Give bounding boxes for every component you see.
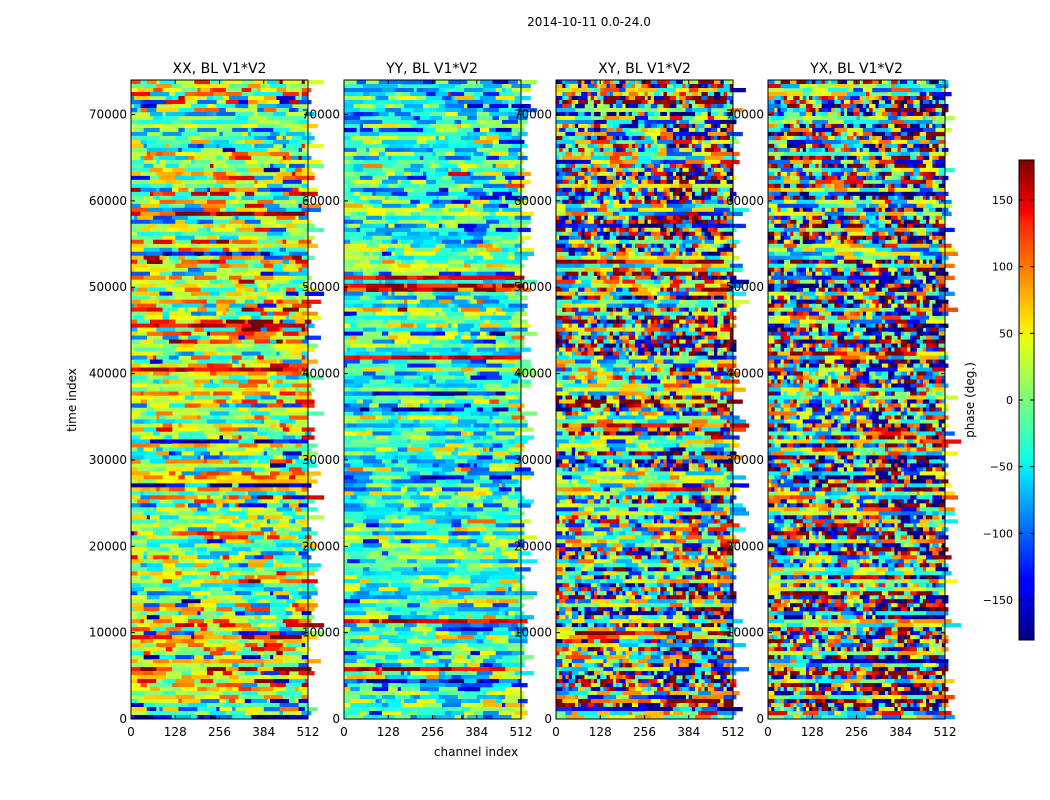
- y-tick-label: 70000: [514, 108, 552, 122]
- y-tick-label: 40000: [302, 367, 340, 381]
- panel-xx-title: XX, BL V1*V2: [173, 61, 267, 77]
- colorbar-tick-label: 50: [999, 327, 1013, 340]
- colorbar-tick-label: 100: [992, 261, 1013, 274]
- panel-xy-axes: 0 128 256 384 512 0 10000 20000 30000 40000 50000 6…: [514, 79, 745, 739]
- x-tick-label: 0: [340, 725, 348, 739]
- x-tick-label: 128: [801, 725, 824, 739]
- x-tick-label: 512: [722, 725, 745, 739]
- panel-xx-heatmap: [131, 80, 325, 720]
- panel-yx-title: YX, BL V1*V2: [809, 61, 903, 77]
- panel-yy-axes: 0 128 256 384 512 0 10000 20000 30000 40000 50000 6…: [302, 79, 533, 739]
- panel-xy: XY, BL V1*V2 0 128 256 384 512 0 10000 20000 300…: [514, 61, 750, 739]
- colorbar-tick-label: −50: [990, 461, 1013, 474]
- y-tick-label: 70000: [302, 108, 340, 122]
- y-tick-label: 50000: [89, 280, 127, 294]
- y-tick-label: 0: [756, 712, 764, 726]
- y-tick-label: 30000: [302, 453, 340, 467]
- colorbar-tick-label: −100: [983, 527, 1013, 540]
- y-tick-label: 30000: [89, 453, 127, 467]
- y-tick-label: 0: [119, 712, 127, 726]
- panel-yy-title: YY, BL V1*V2: [385, 61, 478, 77]
- y-tick-label: 40000: [514, 367, 552, 381]
- x-tick-label: 0: [552, 725, 560, 739]
- panel-yx: YX, BL V1*V2 0 128 256 384 512 0 10000 20000 300…: [726, 61, 962, 739]
- x-tick-label: 256: [421, 725, 444, 739]
- y-tick-label: 20000: [726, 539, 764, 553]
- y-tick-label: 30000: [514, 453, 552, 467]
- y-tick-label: 20000: [89, 539, 127, 553]
- panel-yy: YY, BL V1*V2 0 128 256 384 512 0 10000 20000 300…: [302, 61, 538, 739]
- y-tick-label: 70000: [726, 108, 764, 122]
- y-tick-label: 30000: [726, 453, 764, 467]
- panel-yx-axes: 0 128 256 384 512 0 10000 20000 30000 40000 50000 6…: [726, 79, 957, 739]
- panel-xy-title: XY, BL V1*V2: [598, 61, 691, 77]
- y-tick-label: 60000: [89, 194, 127, 208]
- y-axis-label: time index: [65, 368, 79, 432]
- x-tick-label: 256: [633, 725, 656, 739]
- colorbar: 150 100 50 0 −50 −100 −150 phase (deg.): [963, 159, 1035, 641]
- x-tick-label: 128: [589, 725, 612, 739]
- x-tick-label: 384: [889, 725, 912, 739]
- colorbar-tick-label: 150: [992, 194, 1013, 207]
- y-tick-label: 60000: [302, 194, 340, 208]
- y-tick-label: 20000: [514, 539, 552, 553]
- x-axis-label: channel index: [434, 745, 518, 759]
- colorbar-tick-label: 0: [1006, 394, 1013, 407]
- x-tick-label: 0: [127, 725, 135, 739]
- y-tick-label: 0: [332, 712, 340, 726]
- y-tick-label: 0: [544, 712, 552, 726]
- y-tick-label: 40000: [89, 367, 127, 381]
- y-tick-label: 10000: [89, 626, 127, 640]
- panel-xx-axes: 0 128 256 384 512 0 10000 20000 30000 40000 50000 6…: [89, 79, 320, 739]
- y-tick-label: 40000: [726, 367, 764, 381]
- y-tick-label: 50000: [514, 280, 552, 294]
- x-tick-label: 256: [845, 725, 868, 739]
- y-tick-label: 10000: [514, 626, 552, 640]
- y-tick-label: 60000: [514, 194, 552, 208]
- x-tick-label: 256: [208, 725, 231, 739]
- x-tick-label: 512: [934, 725, 957, 739]
- panel-yy-heatmap: [344, 80, 538, 720]
- x-tick-label: 128: [377, 725, 400, 739]
- y-tick-label: 70000: [89, 108, 127, 122]
- panel-xy-heatmap: [556, 80, 750, 720]
- x-tick-label: 384: [677, 725, 700, 739]
- colorbar-label: phase (deg.): [963, 362, 977, 438]
- x-tick-label: 512: [297, 725, 320, 739]
- x-tick-label: 384: [465, 725, 488, 739]
- x-tick-label: 128: [164, 725, 187, 739]
- y-tick-label: 10000: [726, 626, 764, 640]
- colorbar-tick-label: −150: [983, 594, 1013, 607]
- y-tick-label: 20000: [302, 539, 340, 553]
- y-tick-label: 50000: [302, 280, 340, 294]
- panel-xx: XX, BL V1*V2 0 128 256 384 512 0 10000 20000 300…: [89, 61, 325, 739]
- panel-yx-heatmap: [768, 80, 962, 720]
- y-tick-label: 60000: [726, 194, 764, 208]
- y-tick-label: 10000: [302, 626, 340, 640]
- y-tick-label: 50000: [726, 280, 764, 294]
- x-tick-label: 512: [510, 725, 533, 739]
- colorbar-ticks: 150 100 50 0 −50 −100 −150: [983, 194, 1034, 607]
- x-tick-label: 384: [252, 725, 275, 739]
- figure-suptitle: 2014-10-11 0.0-24.0: [527, 15, 651, 29]
- x-tick-label: 0: [764, 725, 772, 739]
